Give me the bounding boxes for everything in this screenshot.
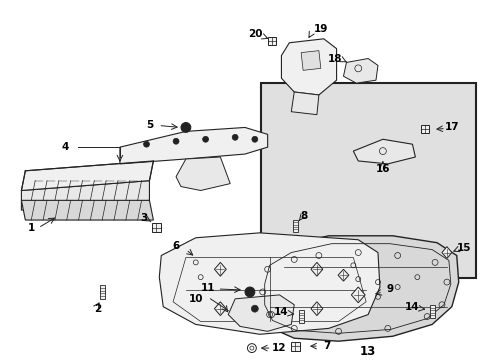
Polygon shape: [21, 161, 153, 190]
Polygon shape: [120, 127, 267, 164]
Polygon shape: [257, 236, 458, 341]
Text: 18: 18: [326, 54, 341, 63]
Text: 3: 3: [140, 213, 147, 223]
Text: 6: 6: [172, 240, 179, 251]
Text: 5: 5: [145, 121, 153, 130]
Text: 19: 19: [313, 24, 327, 34]
Bar: [298, 310, 303, 323]
Text: 14: 14: [404, 302, 419, 312]
Polygon shape: [176, 157, 230, 190]
Polygon shape: [301, 51, 320, 70]
Text: 12: 12: [272, 343, 286, 353]
Text: 10: 10: [188, 294, 203, 304]
Polygon shape: [353, 139, 414, 164]
Text: 7: 7: [323, 341, 330, 351]
Text: 4: 4: [61, 142, 68, 152]
Bar: [421, 126, 428, 133]
Polygon shape: [21, 181, 149, 210]
Bar: [261, 83, 475, 278]
Text: 17: 17: [444, 122, 458, 132]
Text: 2: 2: [93, 304, 101, 314]
Polygon shape: [281, 39, 336, 95]
Text: 15: 15: [455, 243, 470, 253]
Circle shape: [183, 125, 188, 130]
Polygon shape: [21, 201, 153, 220]
Text: 13: 13: [359, 345, 375, 357]
Text: 8: 8: [300, 211, 307, 221]
Bar: [100, 285, 104, 299]
Bar: [292, 220, 297, 232]
Circle shape: [232, 134, 238, 140]
Text: 1: 1: [28, 223, 35, 233]
Circle shape: [244, 287, 254, 297]
Text: 20: 20: [248, 29, 263, 39]
Circle shape: [173, 138, 179, 144]
Bar: [152, 224, 161, 232]
Circle shape: [143, 141, 149, 147]
Polygon shape: [214, 262, 226, 276]
Polygon shape: [441, 247, 451, 258]
Text: 14: 14: [274, 307, 288, 317]
Polygon shape: [351, 287, 365, 303]
Bar: [267, 37, 275, 45]
Polygon shape: [310, 302, 322, 316]
Circle shape: [251, 136, 257, 142]
Circle shape: [181, 122, 190, 132]
Text: 9: 9: [386, 284, 392, 294]
Polygon shape: [291, 92, 318, 114]
Bar: [290, 342, 299, 351]
Polygon shape: [337, 269, 348, 281]
Polygon shape: [228, 295, 294, 331]
Text: 16: 16: [375, 164, 389, 174]
Text: 11: 11: [201, 283, 215, 293]
Circle shape: [202, 136, 208, 142]
Bar: [429, 305, 434, 318]
Circle shape: [247, 290, 252, 294]
Circle shape: [251, 305, 258, 312]
Polygon shape: [310, 262, 322, 276]
Polygon shape: [343, 59, 377, 83]
Polygon shape: [159, 233, 379, 334]
Polygon shape: [214, 302, 226, 316]
